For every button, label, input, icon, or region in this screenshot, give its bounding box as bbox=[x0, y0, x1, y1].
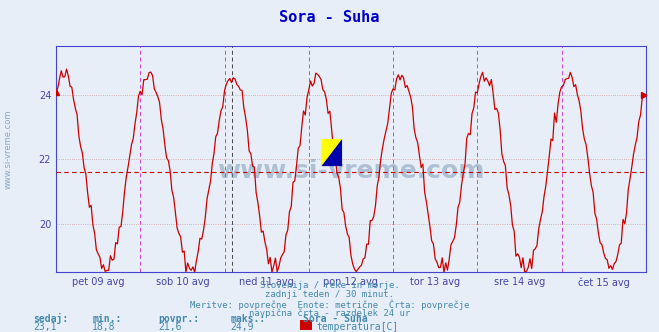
Text: 24,9: 24,9 bbox=[231, 322, 254, 332]
Text: Meritve: povprečne  Enote: metrične  Črta: povprečje: Meritve: povprečne Enote: metrične Črta:… bbox=[190, 299, 469, 310]
Text: sedaj:: sedaj: bbox=[33, 313, 68, 324]
Text: 23,1: 23,1 bbox=[33, 322, 57, 332]
Text: povpr.:: povpr.: bbox=[158, 314, 199, 324]
Text: www.si-vreme.com: www.si-vreme.com bbox=[217, 159, 484, 183]
Text: www.si-vreme.com: www.si-vreme.com bbox=[3, 110, 13, 189]
Text: 21,6: 21,6 bbox=[158, 322, 182, 332]
Polygon shape bbox=[322, 139, 342, 166]
Text: zadnji teden / 30 minut.: zadnji teden / 30 minut. bbox=[265, 290, 394, 299]
Text: 18,8: 18,8 bbox=[92, 322, 116, 332]
Text: Sora - Suha: Sora - Suha bbox=[303, 314, 368, 324]
Text: navpična črta - razdelek 24 ur: navpična črta - razdelek 24 ur bbox=[249, 308, 410, 318]
Text: temperatura[C]: temperatura[C] bbox=[316, 322, 399, 332]
Text: Sora - Suha: Sora - Suha bbox=[279, 10, 380, 25]
Polygon shape bbox=[322, 139, 342, 166]
Text: maks.:: maks.: bbox=[231, 314, 266, 324]
Text: min.:: min.: bbox=[92, 314, 122, 324]
Text: Slovenija / reke in morje.: Slovenija / reke in morje. bbox=[260, 281, 399, 290]
